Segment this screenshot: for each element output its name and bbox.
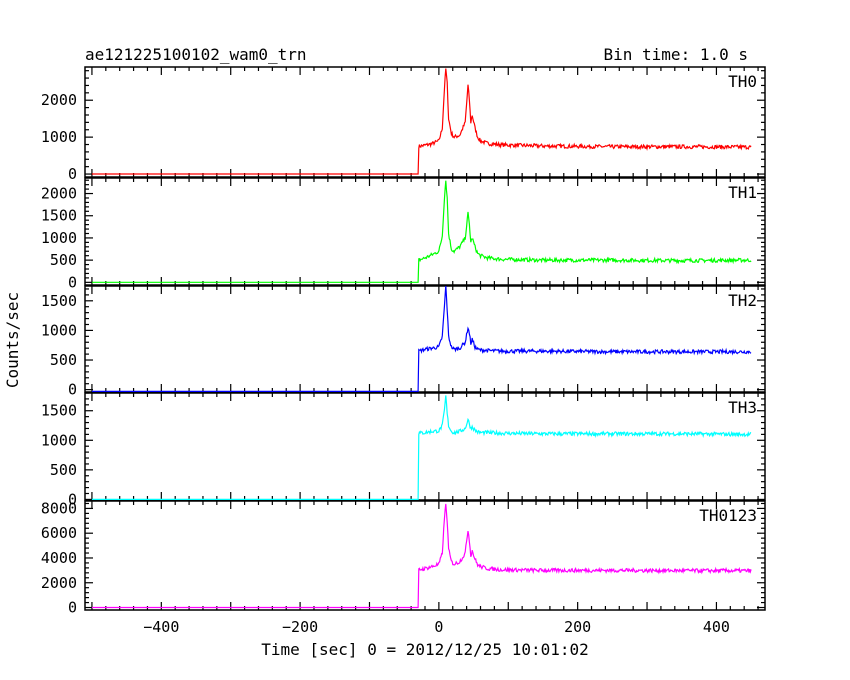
panel-th0123: 0 2000 4000 6000 8000 TH0123	[41, 499, 766, 617]
series-line-th0123	[91, 503, 752, 609]
series-line-th0	[91, 68, 752, 175]
x-tick-label: −400	[143, 618, 179, 636]
panel-frame	[84, 66, 766, 178]
y-tick-label: 2000	[41, 574, 77, 592]
bin-time-label: Bin time: 1.0 s	[604, 45, 749, 64]
x-tick-label: 200	[564, 618, 591, 636]
panel-frame	[84, 285, 766, 393]
chart-title: ae121225100102_wam0_trn	[85, 45, 307, 64]
y-tick-label: 0	[68, 165, 77, 183]
y-tick-label: 500	[50, 461, 77, 479]
y-tick-label: 0	[68, 381, 77, 399]
series-label: TH0123	[699, 506, 757, 525]
y-axis-label: Counts/sec	[3, 292, 22, 388]
y-tick-label: 4000	[41, 549, 77, 567]
y-tick-label: 500	[50, 251, 77, 269]
y-tick-label: 6000	[41, 524, 77, 542]
y-tick-label: 0	[68, 273, 77, 291]
panel-frame	[84, 177, 766, 286]
series-label: TH0	[728, 72, 757, 91]
series-label: TH1	[728, 183, 757, 202]
panel-frame	[84, 500, 766, 611]
series-line-th3	[91, 395, 752, 500]
y-tick-label: 8000	[41, 499, 77, 517]
y-tick-label: 1000	[41, 229, 77, 247]
y-tick-label: 1500	[41, 292, 77, 310]
y-tick-label: 0	[68, 490, 77, 508]
panel-th2: 0 500 1000 1500 TH2	[41, 285, 766, 399]
panel-th0: 0 1000 2000 TH0	[41, 66, 766, 183]
y-tick-label: 1500	[41, 207, 77, 225]
panel-frame	[84, 392, 766, 501]
x-tick-label: 0	[434, 618, 443, 636]
series-line-th2	[91, 286, 752, 392]
y-tick-label: 1500	[41, 402, 77, 420]
panel-th3: 0 500 1000 1500 TH3	[41, 392, 766, 508]
series-line-th1	[91, 180, 752, 283]
y-tick-label: 500	[50, 351, 77, 369]
y-tick-label: 1000	[41, 128, 77, 146]
y-tick-label: 1000	[41, 431, 77, 449]
y-tick-label: 2000	[41, 185, 77, 203]
panel-th1: 0 500 1000 1500 2000 TH1	[41, 177, 766, 291]
y-tick-label: 2000	[41, 91, 77, 109]
y-tick-label: 0	[68, 599, 77, 617]
series-label: TH2	[728, 291, 757, 310]
series-label: TH3	[728, 398, 757, 417]
x-tick-label: −200	[282, 618, 318, 636]
y-tick-label: 1000	[41, 321, 77, 339]
x-axis-label: Time [sec] 0 = 2012/12/25 10:01:02	[261, 640, 589, 659]
x-tick-label: 400	[703, 618, 730, 636]
